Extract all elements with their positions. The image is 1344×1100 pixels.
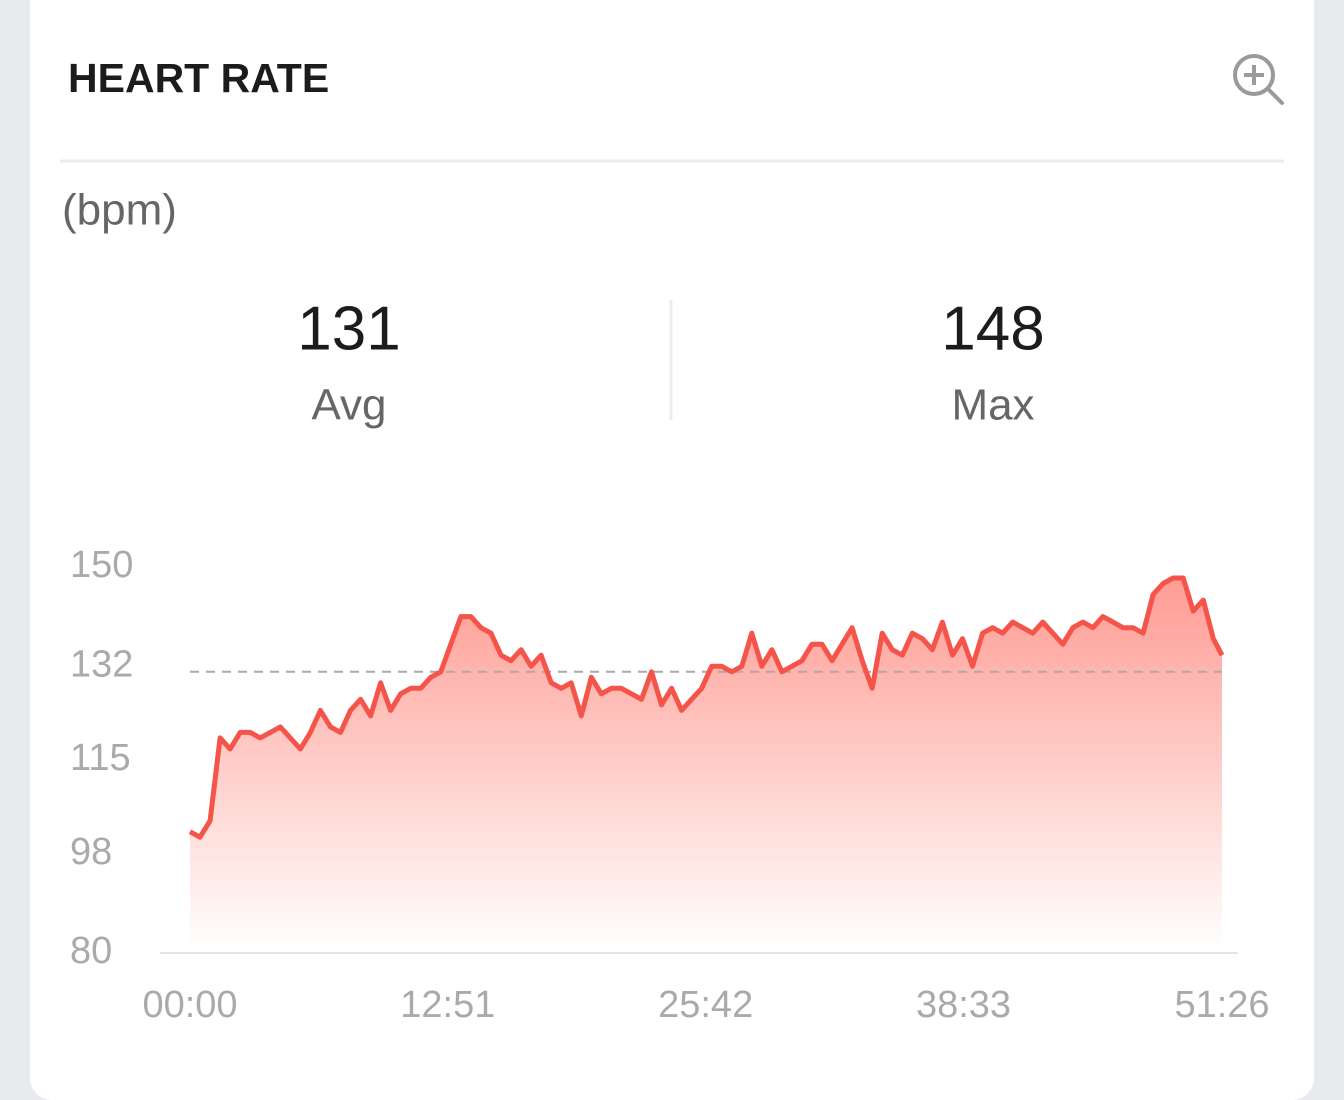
title: HEART RATE (68, 55, 329, 101)
y-tick-label: 115 (70, 737, 131, 779)
stat-value: 148 (941, 294, 1044, 363)
x-tick-label: 00:00 (142, 984, 237, 1026)
unit-label: (bpm) (62, 186, 177, 235)
stat-value: 131 (297, 294, 400, 363)
area (190, 578, 1222, 943)
x-tick-label: 12:51 (400, 984, 495, 1026)
line (188, 575, 1225, 840)
y-tick-label: 98 (70, 831, 112, 873)
x-tick-label: 38:33 (916, 984, 1011, 1026)
stat-label: Avg (311, 381, 386, 430)
x-tick-label: 51:26 (1174, 984, 1269, 1026)
y-tick-label: 150 (70, 544, 133, 586)
x-tick-label: 25:42 (658, 984, 753, 1026)
stat-label: Max (951, 381, 1034, 430)
y-tick-label: 132 (70, 643, 133, 685)
y-tick-label: 80 (70, 930, 112, 972)
zoom-button[interactable] (1233, 54, 1284, 105)
